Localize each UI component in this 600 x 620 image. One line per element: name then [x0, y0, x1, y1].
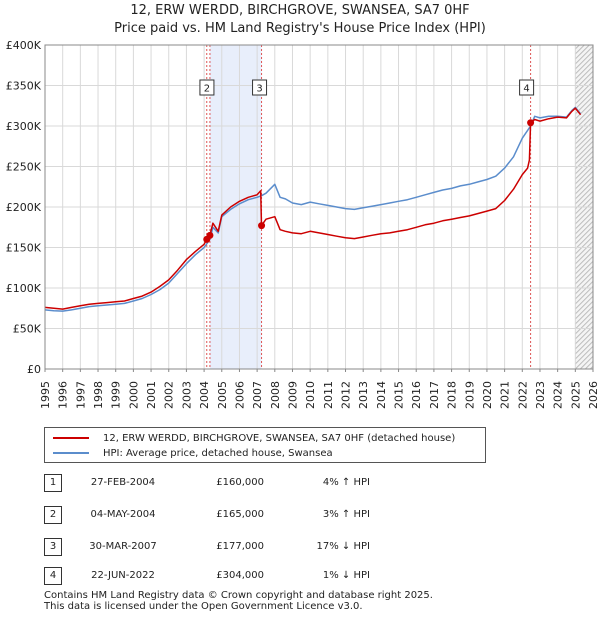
sale-hpi-diff: 1% ↓ HPI	[322, 570, 370, 581]
x-tick-label: 2023	[534, 381, 547, 409]
sale-point	[527, 119, 535, 127]
sale-point	[206, 231, 214, 239]
footer-copyright: Contains HM Land Registry data © Crown c…	[44, 590, 433, 601]
sale-number-badge: 4	[44, 567, 62, 585]
legend-label-hpi: HPI: Average price, detached house, Swan…	[103, 447, 333, 459]
x-tick-label: 2013	[357, 381, 370, 409]
sale-price: £304,000	[216, 570, 264, 581]
sale-label-text: 3	[256, 84, 262, 95]
x-tick-label: 2000	[127, 381, 140, 409]
sale-price: £160,000	[216, 477, 264, 488]
legend-swatch-property	[53, 437, 89, 439]
x-tick-label: 2016	[410, 381, 423, 409]
sale-label-box: 2	[199, 79, 215, 96]
x-tick-label: 2014	[375, 381, 388, 409]
x-tick-label: 2001	[145, 381, 158, 409]
sale-row: 4 22-JUN-2022 £304,000 1% ↓ HPI	[44, 565, 444, 585]
x-tick-label: 2008	[269, 381, 282, 409]
x-tick-label: 1998	[92, 381, 105, 409]
legend-item-hpi: HPI: Average price, detached house, Swan…	[53, 446, 333, 460]
hatch-line	[575, 85, 593, 105]
sale-number-badge: 3	[44, 538, 62, 556]
sale-row: 1 27-FEB-2004 £160,000 4% ↑ HPI	[44, 472, 444, 492]
sale-price: £177,000	[216, 541, 264, 552]
y-tick-label: £400K	[6, 39, 42, 52]
sale-label-frame	[252, 79, 268, 96]
x-tick-label: 2003	[180, 381, 193, 409]
sale-hpi-diff: 3% ↑ HPI	[322, 509, 370, 520]
hpi-line	[44, 106, 582, 312]
hatch-line	[575, 95, 593, 115]
x-tick-label: 2007	[251, 381, 264, 409]
x-tick-label: 2011	[322, 381, 335, 409]
y-tick-label: £200K	[6, 201, 42, 214]
x-tick-label: 2022	[516, 381, 529, 409]
legend-label-property: 12, ERW WERDD, BIRCHGROVE, SWANSEA, SA7 …	[103, 432, 456, 444]
x-tick-label: 2006	[233, 381, 246, 409]
x-tick-label: 2002	[163, 381, 176, 409]
sale-date: 22-JUN-2022	[91, 570, 155, 581]
y-tick-label: £50K	[13, 323, 42, 336]
hatch-line	[575, 300, 593, 320]
y-tick-label: £250K	[6, 161, 42, 174]
x-tick-label: 2009	[286, 381, 299, 409]
x-tick-label: 2024	[552, 381, 565, 409]
footer-licence: This data is licensed under the Open Gov…	[44, 601, 363, 612]
x-tick-label: 2019	[463, 381, 476, 409]
sale-hpi-diff: 17% ↓ HPI	[316, 541, 370, 552]
y-tick-label: £100K	[6, 282, 42, 295]
legend-item-property: 12, ERW WERDD, BIRCHGROVE, SWANSEA, SA7 …	[53, 431, 455, 445]
x-tick-label: 1995	[39, 381, 52, 409]
legend-swatch-hpi	[53, 452, 89, 454]
x-tick-label: 2012	[340, 381, 353, 409]
sale-row: 3 30-MAR-2007 £177,000 17% ↓ HPI	[44, 536, 444, 556]
x-tick-label: 2010	[304, 381, 317, 409]
hatch-line	[575, 90, 593, 110]
hatch-line	[575, 310, 593, 330]
property-price-line	[44, 107, 582, 310]
hatch-line	[595, 45, 600, 369]
x-tick-label: 2018	[446, 381, 459, 409]
sale-number-badge: 2	[44, 506, 62, 524]
x-tick-label: 2021	[499, 381, 512, 409]
sale-row: 2 04-MAY-2004 £165,000 3% ↑ HPI	[44, 504, 444, 524]
chart-title-line1: 12, ERW WERDD, BIRCHGROVE, SWANSEA, SA7 …	[130, 3, 470, 18]
plot-frame	[44, 44, 594, 370]
sale-date: 30-MAR-2007	[89, 541, 157, 552]
x-tick-label: 2026	[587, 381, 600, 409]
x-tick-label: 2025	[569, 381, 582, 409]
sale-date: 27-FEB-2004	[90, 477, 156, 488]
sale-label-box: 4	[519, 79, 535, 96]
sale-label-box: 3	[252, 79, 268, 96]
chart-title-line2: Price paid vs. HM Land Registry's House …	[114, 21, 486, 36]
x-tick-label: 2017	[428, 381, 441, 409]
chart-legend: 12, ERW WERDD, BIRCHGROVE, SWANSEA, SA7 …	[44, 427, 486, 463]
price-chart: 2 3 4 £0 £50K £100K £150K £200K £250K £300K £350K…	[6, 39, 600, 409]
sale-point	[258, 222, 266, 230]
y-tick-label: £150K	[6, 242, 42, 255]
x-tick-label: 1997	[74, 381, 87, 409]
sale-label-frame	[199, 79, 215, 96]
hatch-line	[575, 305, 593, 325]
y-tick-label: £300K	[6, 120, 42, 133]
sale-date: 04-MAY-2004	[90, 509, 156, 520]
sale-label-text: 2	[204, 84, 210, 95]
sale-number-badge: 1	[44, 474, 62, 492]
sale-price: £165,000	[216, 509, 264, 520]
x-tick-label: 1999	[110, 381, 123, 409]
sale-label-text: 4	[523, 84, 529, 95]
sale-hpi-diff: 4% ↑ HPI	[322, 477, 370, 488]
x-tick-label: 2015	[393, 381, 406, 409]
x-tick-label: 1996	[57, 381, 70, 409]
x-tick-label: 2005	[216, 381, 229, 409]
sale-label-frame	[519, 79, 535, 96]
x-tick-label: 2004	[198, 381, 211, 409]
y-tick-label: £350K	[6, 80, 42, 93]
x-tick-label: 2020	[481, 381, 494, 409]
y-tick-label: £0	[27, 363, 41, 376]
